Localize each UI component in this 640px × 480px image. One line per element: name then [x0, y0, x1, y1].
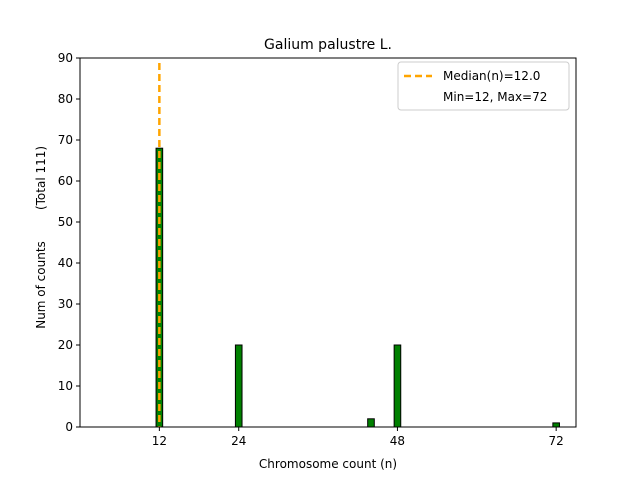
y-tick-label-20: 20: [58, 338, 73, 352]
legend-entry-median: Median(n)=12.0: [443, 69, 540, 83]
bar-72-4: [552, 422, 560, 428]
x-tick-label-72: 72: [549, 434, 564, 448]
bar-44-2: [367, 418, 375, 428]
y-tick-label-30: 30: [58, 297, 73, 311]
y-tick-label-0: 0: [65, 420, 73, 434]
y-tick-label-90: 90: [58, 51, 73, 65]
legend: Median(n)=12.0 Min=12, Max=72: [397, 61, 570, 111]
y-axis-ticks: 0 10 20 30 40 50 60 70 80 90: [58, 51, 80, 434]
y-axis-total-label: (Total 111): [34, 146, 48, 210]
bar-24-1: [234, 344, 243, 428]
bar-48-3: [393, 344, 402, 428]
legend-entry-min-max: Min=12, Max=72: [443, 90, 547, 104]
y-axis-label: Num of counts: [34, 241, 48, 329]
x-tick-label-48: 48: [390, 434, 405, 448]
legend-box: [397, 61, 570, 111]
y-tick-label-40: 40: [58, 256, 73, 270]
y-tick-label-80: 80: [58, 92, 73, 106]
x-tick-label-12: 12: [152, 434, 167, 448]
x-tick-label-24: 24: [231, 434, 246, 448]
plot-frame: [79, 57, 577, 428]
x-axis-label: Chromosome count (n): [259, 457, 397, 471]
x-axis-ticks: 12 24 48 72: [152, 427, 564, 448]
y-tick-label-50: 50: [58, 215, 73, 229]
chart-title: Galium palustre L.: [264, 37, 392, 53]
y-tick-label-60: 60: [58, 174, 73, 188]
y-tick-label-10: 10: [58, 379, 73, 393]
y-tick-label-70: 70: [58, 133, 73, 147]
